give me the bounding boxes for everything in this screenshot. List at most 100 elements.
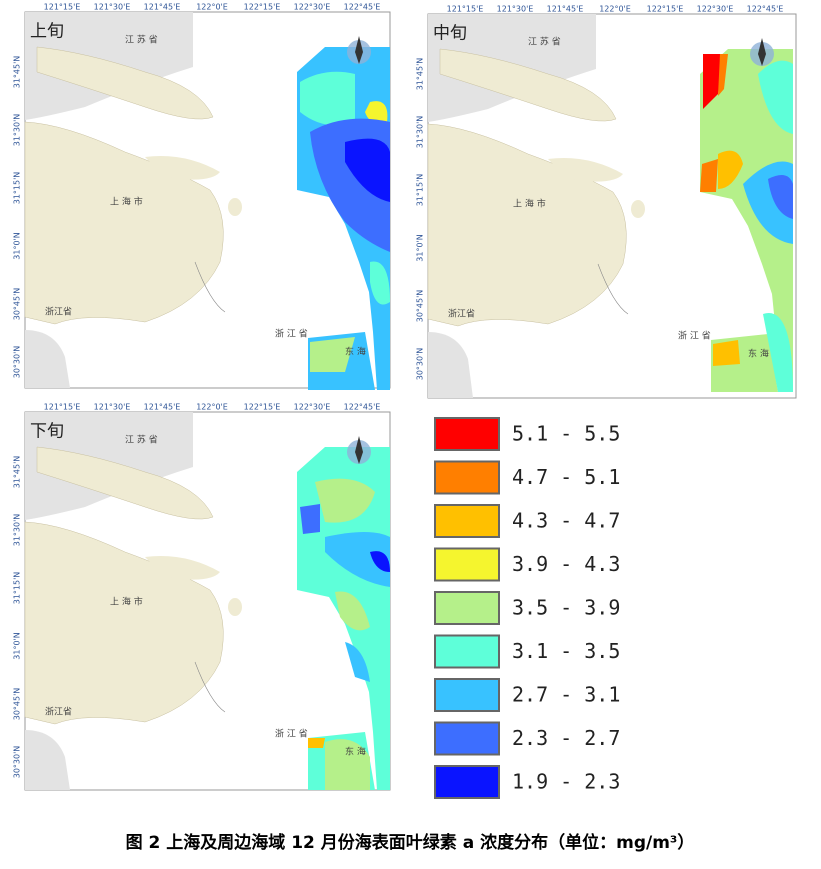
legend-label: 3.1 - 3.5 [512, 639, 620, 663]
islet [228, 598, 242, 616]
lon-tick-label: 121°15'E [44, 3, 81, 12]
legend-swatch [434, 765, 500, 799]
chlorophyll-area [703, 54, 723, 109]
island [145, 556, 220, 580]
lon-tick-label: 122°15'E [647, 5, 684, 14]
map-panel: 下旬 121°15'E 121°30'E 121°45'E 122°0'E 122°15'… [13, 403, 391, 791]
compass-needle [355, 436, 363, 464]
lon-tick-label: 122°0'E [196, 3, 228, 12]
lon-tick-label: 121°45'E [547, 5, 584, 14]
legend-label: 1.9 - 2.3 [512, 770, 620, 794]
lat-tick-label: 31°45'N [416, 58, 425, 91]
coast-line [597, 263, 629, 315]
neighbor-land [25, 330, 70, 388]
neighbor-land [428, 332, 473, 398]
lat-tick-label: 31°30'N [13, 514, 22, 547]
chlorophyll-area [718, 150, 743, 189]
chlorophyll-area [345, 138, 390, 202]
island [145, 156, 220, 180]
lat-tick-label: 31°0'N [416, 234, 425, 261]
place-label: 上 海 市 [110, 596, 143, 608]
lon-tick-label: 122°30'E [294, 3, 331, 12]
lat-tick-label: 30°45'N [13, 688, 22, 721]
chlorophyll-area [315, 478, 375, 523]
chlorophyll-area [370, 551, 390, 572]
legend-label: 2.7 - 3.1 [512, 683, 620, 707]
islet [228, 198, 242, 216]
map-panel: 上旬 121°15'E 121°30'E 121°45'E 122°0'E 122°15'… [13, 3, 391, 390]
lat-tick-label: 31°0'N [13, 232, 22, 259]
lon-tick-label: 121°45'E [144, 403, 181, 412]
lat-tick-label: 30°45'N [13, 288, 22, 321]
panel-title: 下旬 [30, 422, 64, 442]
panel-title: 中旬 [433, 24, 467, 44]
lat-tick-label: 30°30'N [416, 348, 425, 381]
lon-tick-label: 121°30'E [94, 3, 131, 12]
lon-tick-label: 122°30'E [294, 403, 331, 412]
chlorophyll-area [325, 739, 370, 790]
chlorophyll-area [300, 504, 320, 534]
place-label: 上 海 市 [110, 196, 143, 208]
chlorophyll-area [713, 340, 740, 366]
place-label: 上 海 市 [513, 198, 546, 210]
lat-tick-label: 30°30'N [13, 346, 22, 379]
coast-line [194, 261, 226, 313]
place-label: 浙江省 [45, 706, 72, 718]
lat-tick-label: 31°30'N [13, 114, 22, 147]
place-label: 江 苏 省 [125, 434, 158, 446]
lon-tick-label: 122°0'E [196, 403, 228, 412]
lat-tick-label: 31°45'N [13, 56, 22, 89]
chlorophyll-area [335, 591, 370, 631]
chlorophyll-area [768, 175, 793, 219]
legend-swatch [434, 460, 500, 495]
legend-label: 4.3 - 4.7 [512, 509, 620, 533]
legend-swatch [434, 721, 500, 756]
chlorophyll-area [718, 54, 728, 96]
legend-label: 4.7 - 5.1 [512, 465, 620, 489]
lon-tick-label: 122°15'E [244, 403, 281, 412]
caption: 图 2 上海及周边海域 12 月份海表面叶绿素 a 浓度分布（单位：mg/m³） [126, 832, 695, 853]
legend-swatch [434, 504, 500, 538]
lat-tick-label: 31°15'N [416, 174, 425, 207]
lon-tick-label: 121°45'E [144, 3, 181, 12]
lat-tick-label: 31°15'N [13, 572, 22, 605]
lon-tick-label: 121°30'E [94, 403, 131, 412]
neighbor-land [25, 730, 70, 790]
panel-title: 上旬 [30, 22, 64, 42]
islet [631, 200, 645, 218]
legend-label: 3.5 - 3.9 [512, 596, 620, 620]
lat-tick-label: 31°15'N [13, 172, 22, 205]
place-label: 江 苏 省 [528, 36, 561, 48]
place-label: 浙江省 [448, 308, 475, 320]
legend-swatch [434, 547, 500, 582]
lat-tick-label: 31°45'N [13, 456, 22, 489]
chlorophyll-area [763, 312, 793, 392]
island [36, 446, 214, 520]
coast-line [194, 661, 226, 713]
chlorophyll-area [345, 642, 370, 682]
chlorophyll-area [310, 337, 355, 372]
chlorophyll-area [758, 60, 793, 134]
lat-tick-label: 31°0'N [13, 632, 22, 659]
lon-tick-label: 121°15'E [447, 5, 484, 14]
map-panel: 中旬 121°15'E 121°30'E 121°45'E 122°0'E 122°15'… [416, 5, 797, 399]
lat-tick-label: 30°30'N [13, 746, 22, 779]
place-label: 东 海 [345, 746, 366, 758]
lat-tick-label: 31°30'N [416, 116, 425, 149]
place-label: 东 海 [345, 346, 366, 358]
island [36, 46, 214, 120]
place-label: 浙江省 [45, 306, 72, 318]
lon-tick-label: 122°30'E [697, 5, 734, 14]
island [439, 48, 617, 122]
chlorophyll-area [700, 49, 793, 392]
chlorophyll-area [370, 261, 390, 305]
compass-needle [758, 38, 766, 66]
legend-swatch [434, 591, 500, 625]
legend-swatch [434, 678, 500, 712]
place-label: 浙 江 省 [275, 728, 308, 740]
lat-tick-label: 30°45'N [416, 290, 425, 323]
place-label: 浙 江 省 [275, 328, 308, 340]
place-label: 浙 江 省 [678, 330, 711, 342]
lon-tick-label: 122°15'E [244, 3, 281, 12]
